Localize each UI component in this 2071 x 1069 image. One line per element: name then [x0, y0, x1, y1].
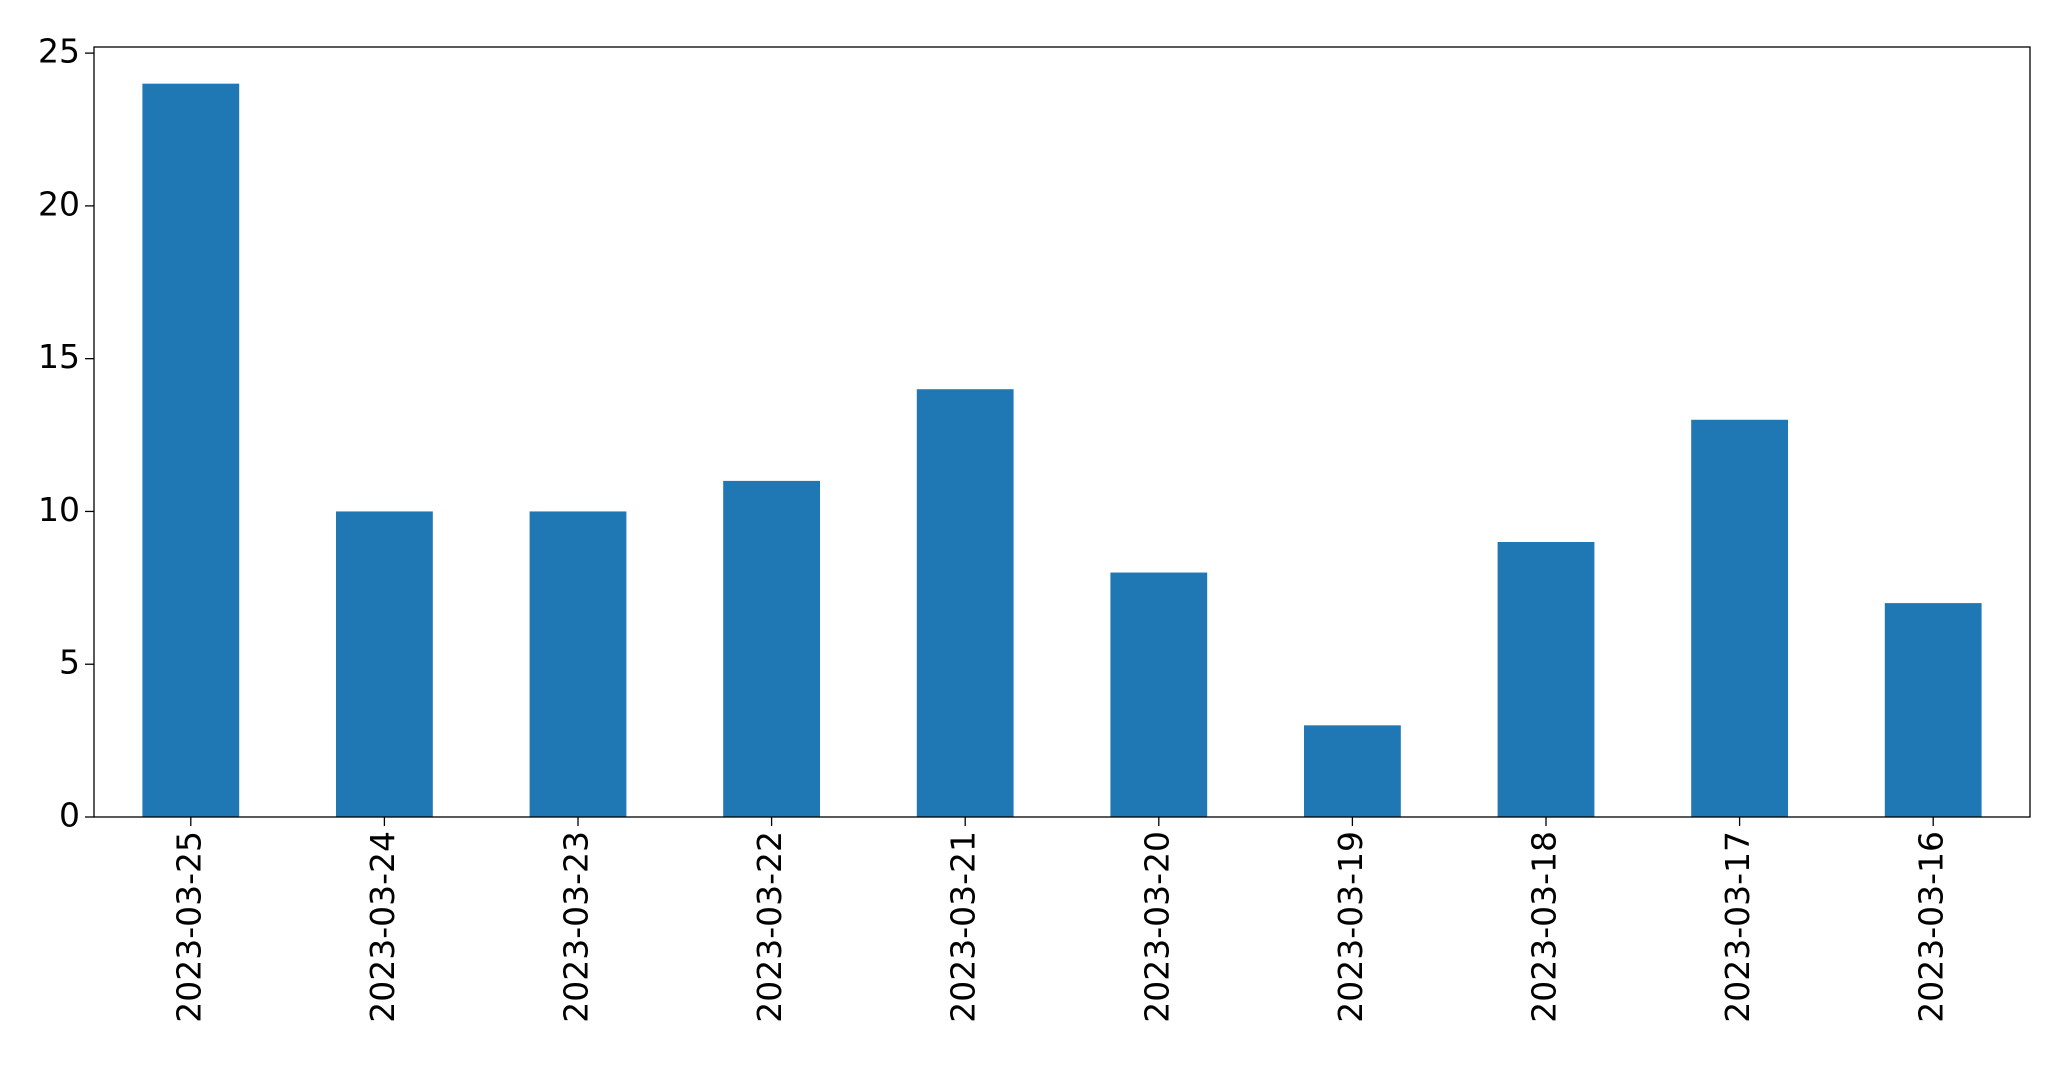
bar: [1497, 542, 1595, 817]
plot-frame: [93, 46, 2031, 818]
bar: [529, 511, 627, 817]
bar: [1884, 603, 1982, 817]
y-tick-label: 20: [38, 184, 80, 223]
bar: [723, 480, 820, 817]
bar: [916, 389, 1014, 817]
x-tick-label: 2023-03-17: [1718, 831, 1757, 1023]
y-tick-label: 15: [38, 337, 80, 376]
x-tick-label: 2023-03-18: [1525, 831, 1564, 1023]
x-tick-label: 2023-03-19: [1331, 831, 1370, 1023]
x-tick-label: 2023-03-21: [944, 831, 983, 1023]
bar: [1304, 725, 1401, 817]
bar: [1110, 572, 1208, 817]
x-tick-label: 2023-03-20: [1137, 831, 1176, 1023]
x-tick-label: 2023-03-24: [363, 831, 402, 1023]
y-tick-label: 5: [59, 643, 80, 682]
bar: [142, 83, 240, 817]
x-tick-label: 2023-03-22: [750, 831, 789, 1023]
bar: [1691, 419, 1788, 817]
x-tick-label: 2023-03-23: [557, 831, 596, 1023]
x-tick-label: 2023-03-25: [169, 831, 208, 1023]
bar: [336, 511, 433, 817]
y-tick-label: 25: [38, 32, 80, 71]
y-tick-label: 0: [59, 796, 80, 835]
x-tick-label: 2023-03-16: [1912, 831, 1951, 1023]
y-tick-label: 10: [38, 490, 80, 529]
